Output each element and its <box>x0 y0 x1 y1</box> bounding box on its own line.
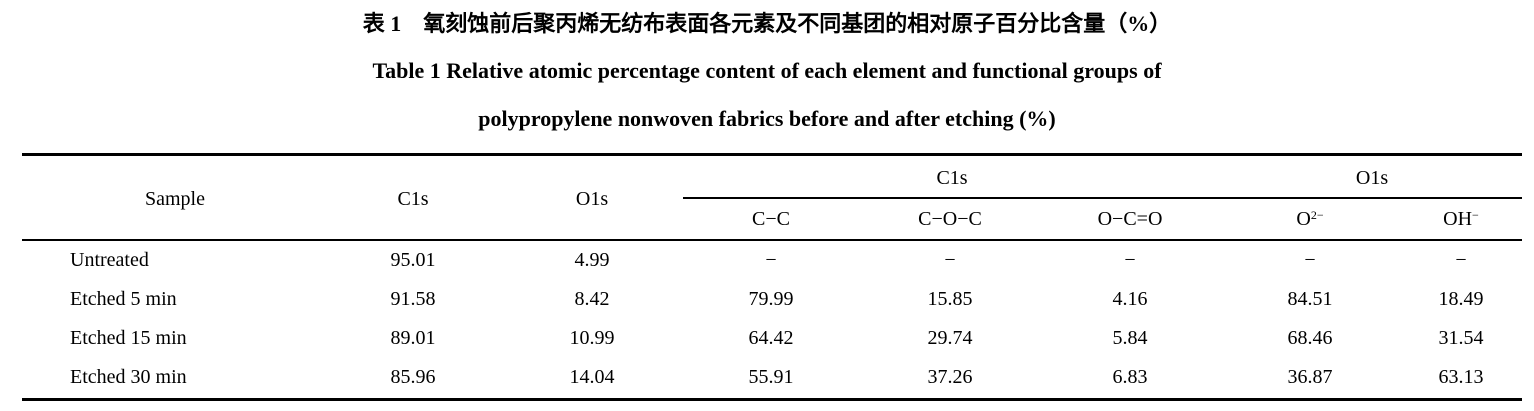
table-cell: 5.84 <box>1112 327 1148 349</box>
table-cell: 89.01 <box>390 327 436 349</box>
top-rule <box>22 153 1522 156</box>
table-cell: 36.87 <box>1287 366 1333 388</box>
header-o1s: O1s <box>575 188 609 210</box>
table-cell: 64.42 <box>748 327 794 349</box>
table-cell: − <box>944 249 956 271</box>
table-cell: − <box>1455 249 1467 271</box>
table-title-english-line2: polypropylene nonwoven fabrics before an… <box>478 106 1056 131</box>
row-sample-label: Etched 30 min <box>70 366 187 388</box>
table-cell: 84.51 <box>1287 288 1333 310</box>
table-title-english-line1: Table 1 Relative atomic percentage conte… <box>372 58 1162 83</box>
group-header-o1s: O1s <box>1355 167 1389 189</box>
table-cell: 18.49 <box>1438 288 1484 310</box>
table-cell: 37.26 <box>927 366 973 388</box>
subheader-label: OH <box>1443 208 1473 230</box>
table-title-chinese: 表 1 氧刻蚀前后聚丙烯无纺布表面各元素及不同基团的相对原子百分比含量（%） <box>362 11 1172 36</box>
table-cell: 63.13 <box>1438 366 1484 388</box>
table-cell: 15.85 <box>927 288 973 310</box>
row-sample-label: Etched 5 min <box>70 288 177 310</box>
subheader-label: O <box>1296 208 1311 230</box>
header-c-c: C−C <box>752 207 790 231</box>
table-cell: 4.16 <box>1112 288 1148 310</box>
table-cell: 95.01 <box>390 249 436 271</box>
table-cell: 4.99 <box>574 249 610 271</box>
table-cell: 55.91 <box>748 366 794 388</box>
group-header-rule <box>683 197 1522 199</box>
table-cell: 85.96 <box>390 366 436 388</box>
table-cell: 91.58 <box>390 288 436 310</box>
header-o2-minus: O2− <box>1296 207 1323 231</box>
table-cell: 79.99 <box>748 288 794 310</box>
header-bottom-rule <box>22 239 1522 241</box>
header-c1s: C1s <box>397 188 429 210</box>
subheader-superscript: − <box>1472 208 1479 222</box>
table-cell: 31.54 <box>1438 327 1484 349</box>
header-c-o-c: C−O−C <box>918 207 982 231</box>
table-cell: 68.46 <box>1287 327 1333 349</box>
table-cell: − <box>1304 249 1316 271</box>
table-cell: 8.42 <box>574 288 610 310</box>
row-sample-label: Untreated <box>70 249 149 271</box>
row-sample-label: Etched 15 min <box>70 327 187 349</box>
header-o-c-o: O−C=O <box>1098 207 1163 231</box>
table-cell: 14.04 <box>569 366 615 388</box>
header-sample: Sample <box>145 188 205 210</box>
table-cell: − <box>1124 249 1136 271</box>
table-cell: − <box>765 249 777 271</box>
subheader-label: C−C <box>752 208 790 230</box>
subheader-label: O−C=O <box>1097 208 1163 230</box>
subheader-label: C−O−C <box>918 208 982 230</box>
table-cell: 6.83 <box>1112 366 1148 388</box>
table-cell: 10.99 <box>569 327 615 349</box>
subheader-superscript: 2− <box>1310 208 1324 222</box>
header-oh-minus: OH− <box>1443 207 1479 231</box>
group-header-c1s: C1s <box>936 167 968 189</box>
table-cell: 29.74 <box>927 327 973 349</box>
bottom-rule <box>22 398 1522 401</box>
